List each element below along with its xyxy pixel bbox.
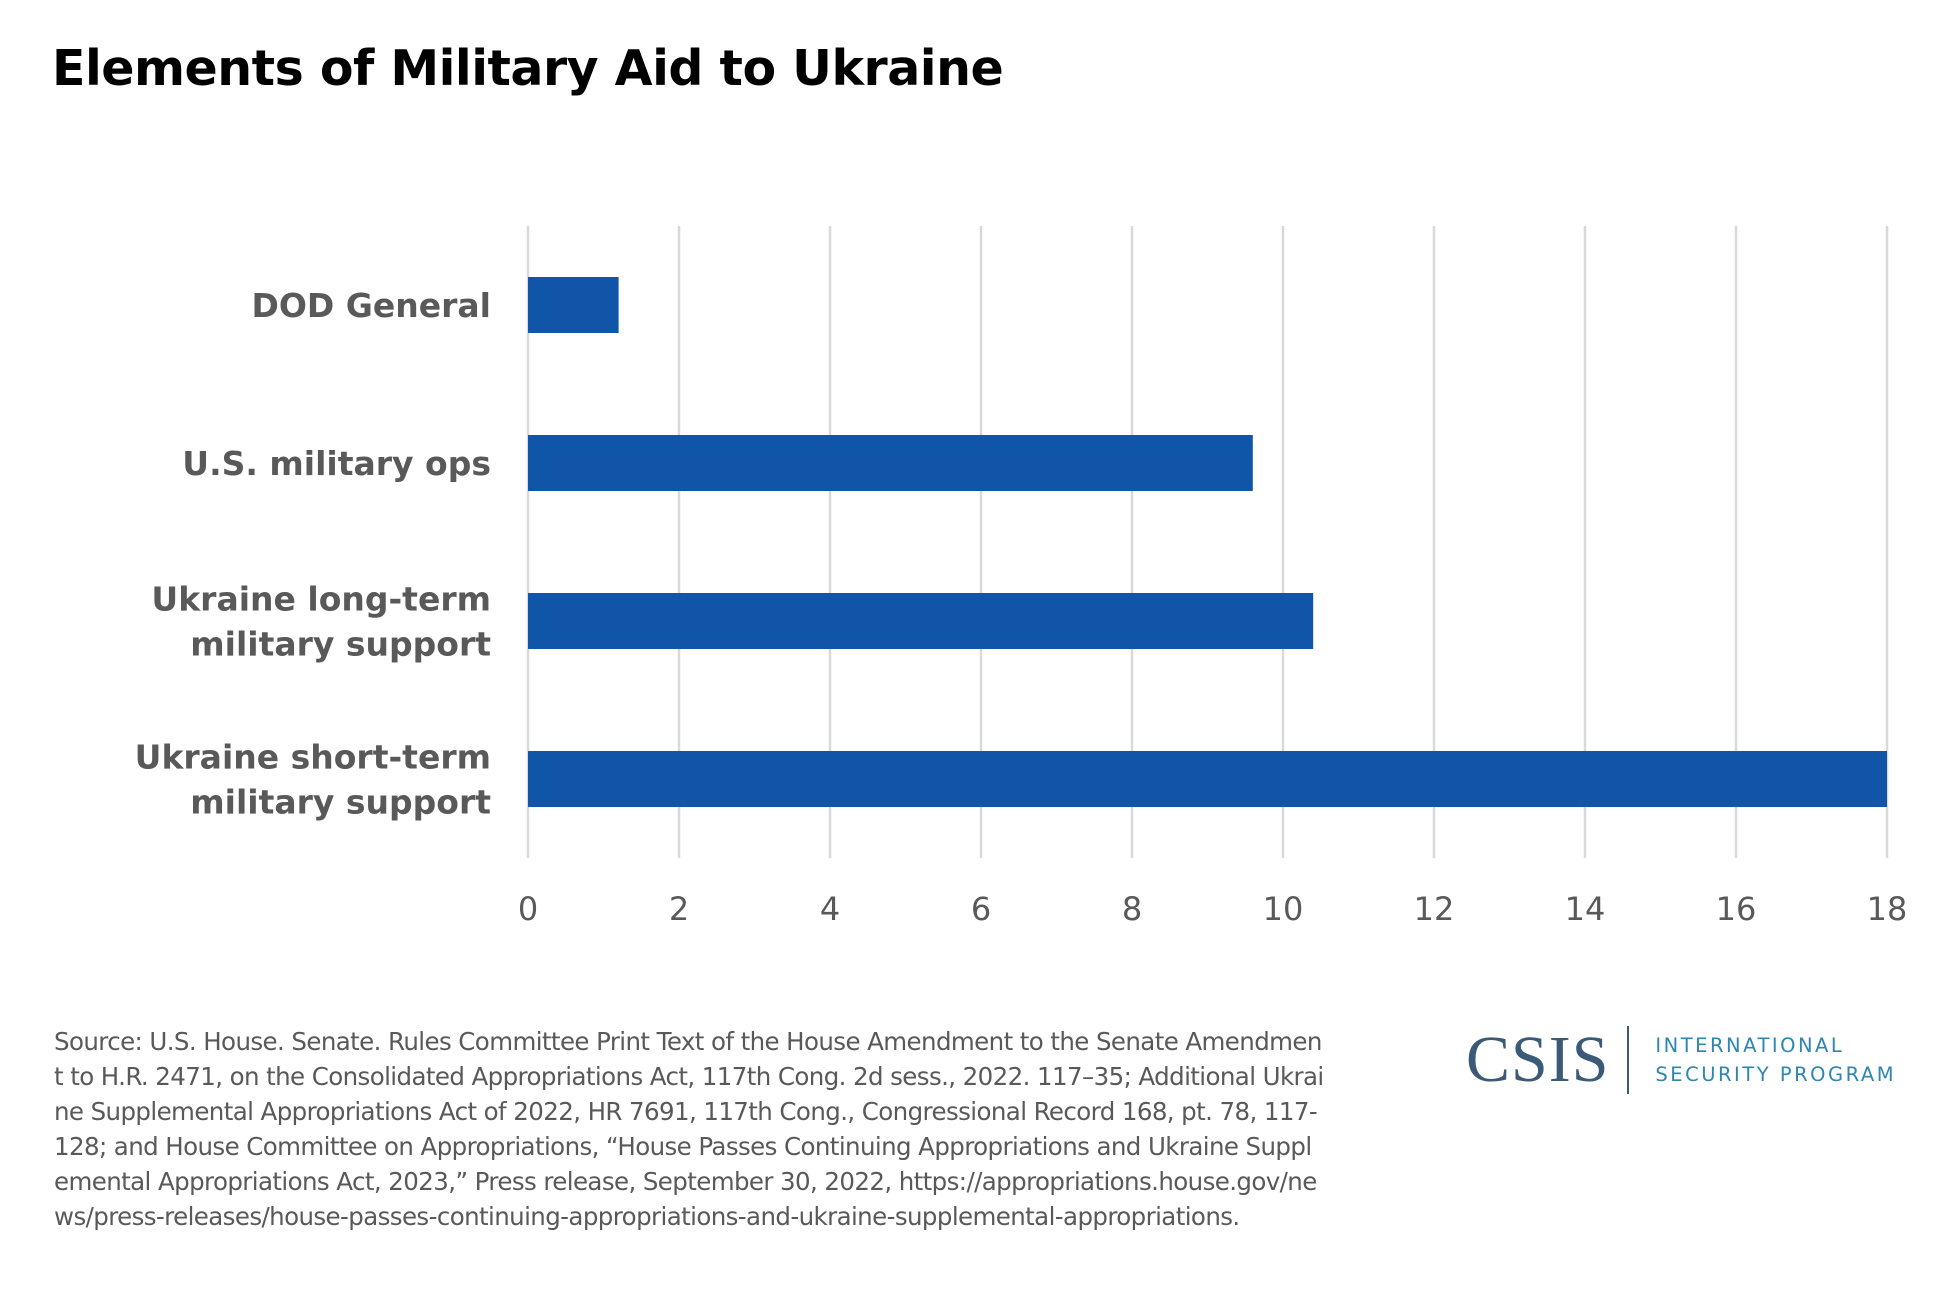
x-tick-label-4: 8 — [1122, 890, 1142, 928]
category-labels: DOD General U.S. military ops Ukraine long… — [135, 286, 492, 822]
program-name: INTERNATIONAL SECURITY PROGRAM — [1655, 1031, 1896, 1089]
source-note: Source: U.S. House. Senate. Rules Commit… — [54, 1027, 1324, 1231]
category-label-2-line-0: Ukraine long-term — [151, 580, 491, 619]
csis-logo-mark: CSIS — [1466, 1023, 1610, 1096]
program-name-line-2: SECURITY PROGRAM — [1655, 1063, 1897, 1086]
bars — [528, 277, 1887, 807]
x-tick-label-1: 2 — [669, 890, 689, 928]
category-label-3-line-0: Ukraine short-term — [135, 738, 491, 777]
category-label-0-line-0: DOD General — [251, 286, 491, 325]
bar-1 — [528, 435, 1253, 491]
x-tick-label-0: 0 — [518, 890, 538, 928]
x-tick-label-3: 6 — [971, 890, 991, 928]
bar-2 — [528, 593, 1314, 649]
category-label-3-line-1: military support — [190, 783, 491, 822]
x-tick-label-5: 10 — [1263, 890, 1304, 928]
x-tick-label-2: 4 — [820, 890, 840, 928]
bar-3 — [528, 751, 1887, 807]
category-label-2-line-1: military support — [190, 625, 491, 664]
x-tick-label-9: 18 — [1867, 890, 1908, 928]
bar-0 — [528, 277, 619, 333]
x-tick-label-6: 12 — [1414, 890, 1455, 928]
x-tick-label-8: 16 — [1716, 890, 1757, 928]
category-label-1-line-0: U.S. military ops — [182, 444, 491, 483]
program-name-line-1: INTERNATIONAL — [1655, 1034, 1845, 1057]
logo-divider — [1627, 1026, 1630, 1094]
x-tick-label-7: 14 — [1565, 890, 1606, 928]
chart-title: Elements of Military Aid to Ukraine — [52, 40, 1004, 97]
x-axis-tick-labels: 0 2 4 6 8 10 12 14 16 18 — [518, 890, 1908, 928]
csis-logo: CSIS INTERNATIONAL SECURITY PROGRAM — [1466, 1025, 1896, 1095]
bar-chart: DOD General U.S. military ops Ukraine long… — [135, 226, 1908, 928]
